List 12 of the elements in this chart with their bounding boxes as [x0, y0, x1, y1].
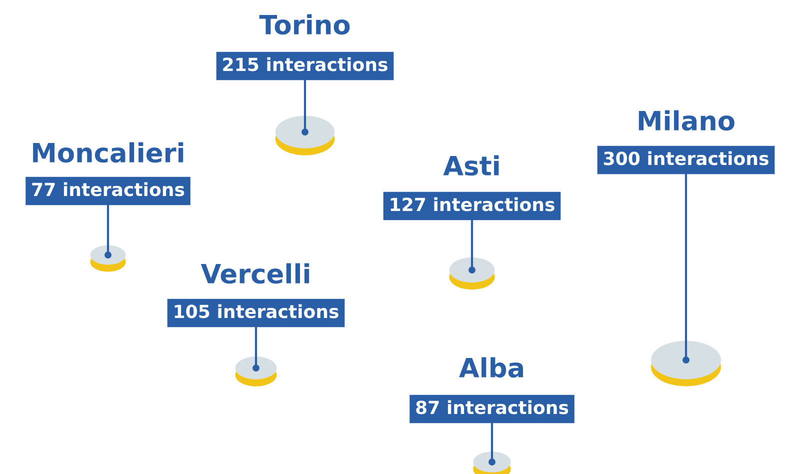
data-label: 300 interactions — [604, 151, 768, 166]
category-label: Torino — [259, 14, 350, 35]
category-label: Moncalieri — [33, 142, 184, 163]
data-label: 215 interactions — [223, 57, 388, 72]
category-label: Milano — [638, 110, 734, 131]
data-label: 105 interactions — [174, 304, 338, 318]
category-label: Asti — [443, 155, 499, 176]
data-label: 77 interactions — [32, 182, 184, 196]
category-label: Vercelli — [200, 263, 310, 284]
data-label: 87 interactions — [416, 400, 568, 414]
category-label: Alba — [459, 357, 524, 378]
data-label: 127 interactions — [390, 197, 554, 212]
